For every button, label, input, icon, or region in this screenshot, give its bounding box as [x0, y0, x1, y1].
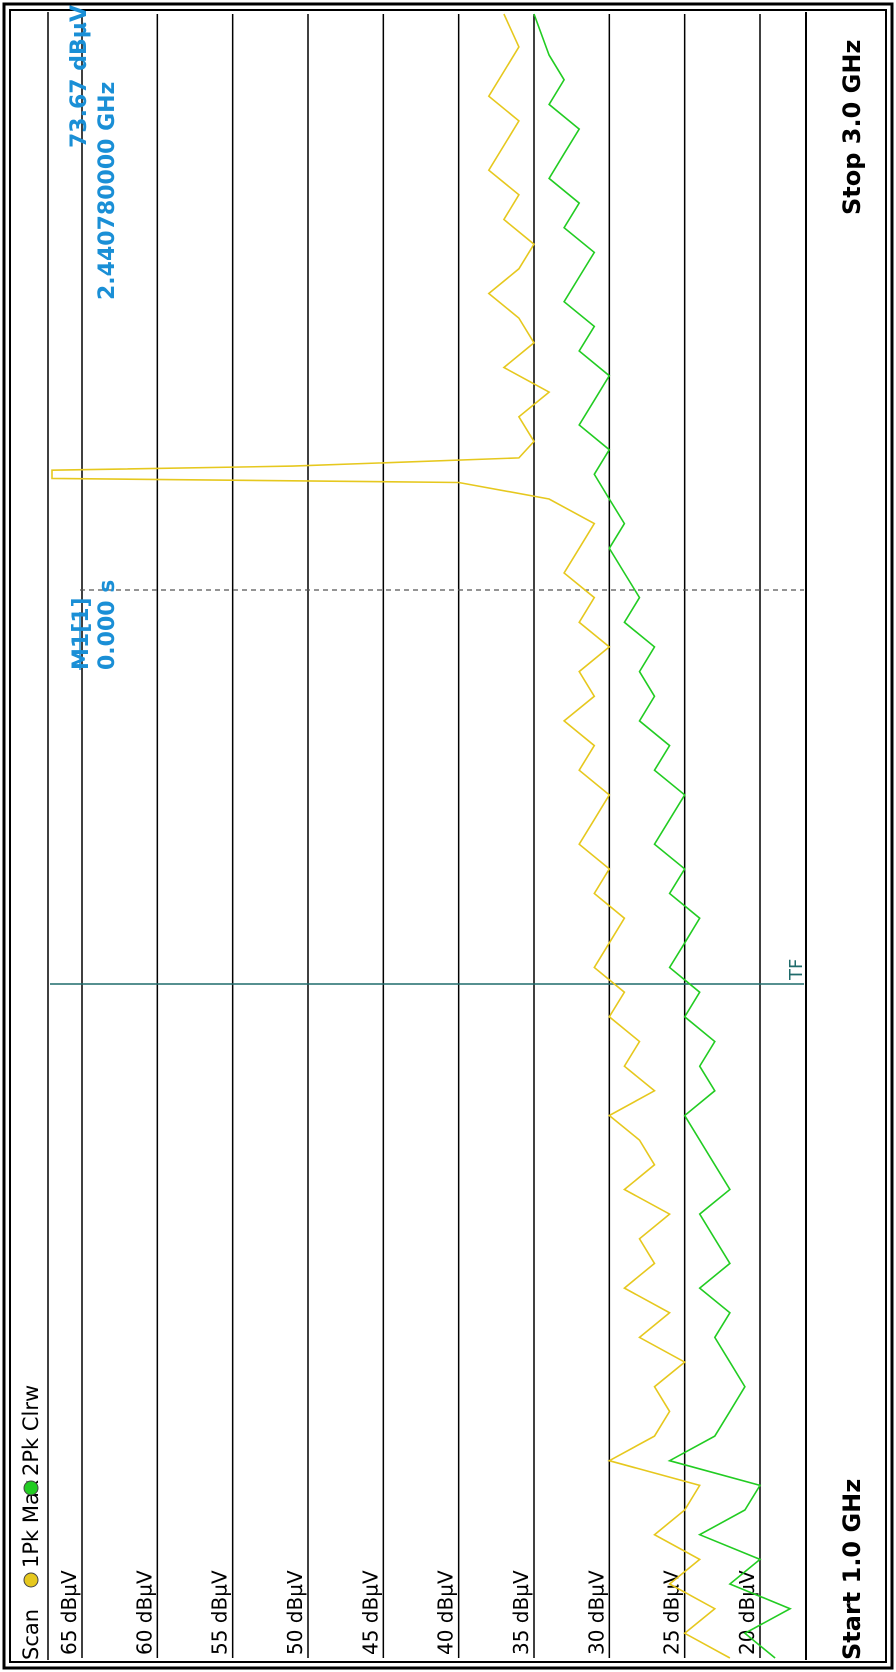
- header-strip: Scan 1Pk Max 2Pk Clrw: [19, 12, 49, 1660]
- y-tick-label: 50 dBµV: [283, 1570, 307, 1655]
- traces: M1: [51, 13, 792, 1659]
- grid: TF: [50, 14, 807, 1658]
- scan-label: Scan: [19, 1609, 43, 1660]
- y-tick-label: 25 dBµV: [660, 1570, 684, 1655]
- start-frequency-label: Start 1.0 GHz: [838, 1479, 866, 1660]
- y-tick-label: 45 dBµV: [358, 1570, 382, 1655]
- y-tick-labels: 65 dBµV 60 dBµV 55 dBµV 50 dBµV 45 dBµV 40 dB…: [57, 1570, 759, 1655]
- marker-frequency: 2.440780000 GHz: [95, 82, 120, 300]
- y-tick-label: 40 dBµV: [434, 1570, 458, 1655]
- threshold-label: TF: [786, 959, 807, 981]
- trace2-legend-label: 2Pk Clrw: [19, 1385, 43, 1476]
- trace1-indicator-icon: [23, 1572, 39, 1588]
- marker-level: 73.67 dBµV: [67, 5, 92, 148]
- marker-readout: M1[1] 0.000 s 73.67 dBµV 2.440780000 GHz: [67, 5, 120, 670]
- marker-name: M1[1]: [69, 597, 94, 670]
- plot-background: [50, 14, 804, 1658]
- trace2-indicator-icon: [23, 1480, 39, 1496]
- stop-frequency-label: Stop 3.0 GHz: [838, 40, 866, 215]
- y-tick-label: 55 dBµV: [208, 1570, 232, 1655]
- marker-time: 0.000 s: [95, 580, 120, 670]
- footer-strip: Start 1.0 GHz Stop 3.0 GHz: [805, 12, 866, 1660]
- y-tick-label: 60 dBµV: [132, 1570, 156, 1655]
- y-tick-label: 30 dBµV: [584, 1570, 608, 1655]
- plot-area: TF 65 dBµV 60 dBµV 55 dBµV 50 dBµV 45 dBµV 40…: [50, 13, 807, 1659]
- trace-1pk-max: [51, 13, 731, 1659]
- y-tick-label: 35 dBµV: [509, 1570, 533, 1655]
- trace-2pk-clrw: [533, 13, 792, 1659]
- y-tick-label: 65 dBµV: [57, 1570, 81, 1655]
